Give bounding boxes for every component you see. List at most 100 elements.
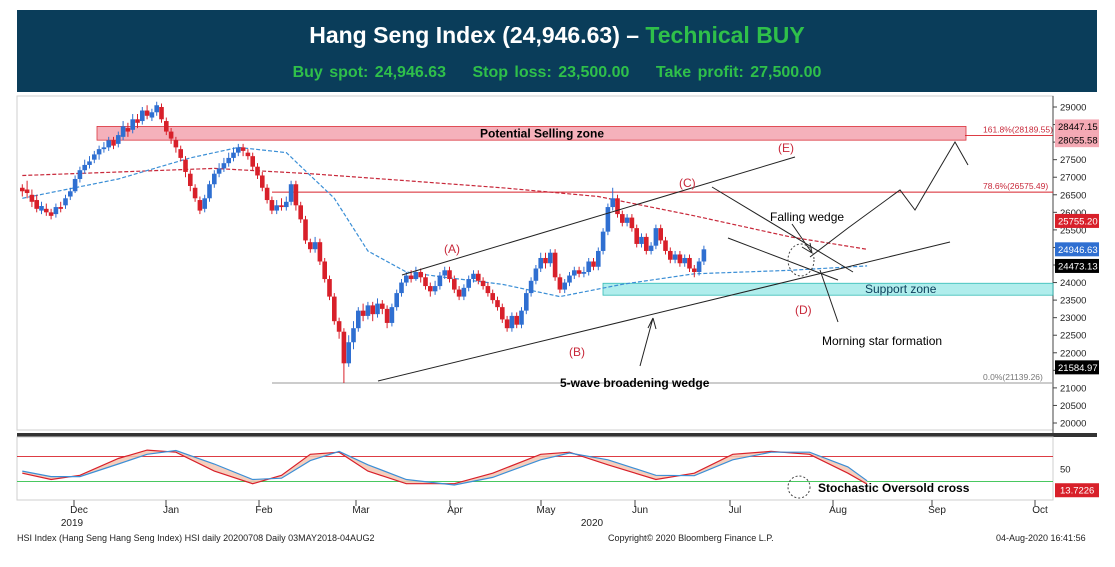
price-label-box [1055,213,1099,228]
candle-body [68,191,73,197]
x-tick-label: Oct [1032,505,1048,516]
trade-levels: Buy spot: 24,946.63 Stop loss: 23,500.00… [17,64,1097,82]
y-tick-label: 24000 [1060,278,1086,289]
candle-body [212,173,217,185]
candle-body [231,152,236,158]
candle-body [629,217,635,229]
candle-body [639,236,644,244]
candle-body [111,140,116,146]
candle-body [63,198,68,206]
candle-body [682,257,687,264]
moving-average-blue [22,146,868,298]
candle-body [480,280,486,287]
candle-body [557,277,563,290]
selling-zone-label: Potential Selling zone [480,126,604,140]
candle-body [485,286,491,294]
candle-body [207,184,212,199]
candle-body [279,205,284,208]
wedge-lower-line [377,241,951,382]
morning-star-arrow [819,269,839,323]
candle-body [120,126,126,137]
candle-body [428,286,433,292]
candle-body [346,342,351,364]
candle-body [202,198,207,209]
candle-body [538,257,543,269]
candle-body [365,305,371,316]
candle-body [322,261,327,280]
y-tick-label: 22500 [1060,331,1086,342]
candle-body [663,240,668,251]
candle-body [605,207,611,232]
candle-body [34,200,39,209]
panel-divider [17,433,1097,437]
price-label-box [1055,258,1099,273]
candle-body [106,140,111,148]
y-tick-label: 21000 [1060,383,1086,394]
candle-body [668,250,673,260]
candle-body [135,119,140,123]
candle-body [519,310,524,325]
candle-body [370,305,375,315]
candle-body [44,208,49,213]
candle-body [576,270,582,274]
wave-label: (D) [795,303,812,317]
candle-body [48,212,54,216]
candle-body [418,272,423,278]
falling-wedge-upper [711,186,854,273]
candle-body [658,228,663,241]
candle-body [466,279,471,288]
candle-body [245,152,251,157]
y-tick-label: 23000 [1060,313,1086,324]
price-panel-frame [16,95,1054,431]
candle-body [648,245,654,251]
candle-body [432,286,438,292]
candle-body [221,163,227,169]
candle-body [341,331,347,364]
candle-body [192,187,198,199]
price-label: 25755.20 [1058,216,1098,227]
candle-body [533,268,539,281]
candle-body [140,110,145,122]
candle-body [274,205,279,211]
candle-body [72,178,78,192]
candle-body [567,275,572,283]
candle-body [572,270,577,276]
candle-body [226,157,231,164]
year-label: 2019 [61,518,84,529]
wedge-upper-line [401,156,796,276]
candle-body [101,147,107,150]
fib-label: 161.8%(28189.55) [983,124,1053,134]
candle-body [692,268,697,273]
fib-label: 0.0%(21139.26) [983,372,1043,382]
stoch-cross-circle [787,475,811,499]
candle-body [24,189,30,194]
footer-copyright: Copyright© 2020 Bloomberg Finance L.P. [608,533,774,543]
candle-body [168,131,174,139]
wave-label: (C) [679,176,696,190]
y-tick-label: 29000 [1060,103,1086,114]
buy-spot-label: Buy spot: 24,946.63 [292,64,446,81]
candle-body [384,308,390,323]
candle-body [360,310,366,316]
price-label-box [1055,242,1099,257]
candle-body [696,261,702,273]
candle-body [250,156,255,167]
candle-body [58,207,63,209]
support-zone [602,282,1054,296]
candle-body [240,147,246,151]
candle-body [130,119,135,130]
candle-body [116,135,121,144]
stoch-k-line [22,449,868,485]
x-tick-label: Jul [729,505,742,516]
candle-body [77,170,83,179]
candle-body [596,250,601,267]
candle-body [284,201,289,208]
candle-body [336,321,342,332]
stoch-annotation: Stochastic Oversold cross [818,481,970,495]
y-tick-label: 26500 [1060,190,1086,201]
x-tick-label: Jun [632,505,648,516]
candle-body [356,310,361,329]
candle-body [293,184,299,206]
annotation-label: Falling wedge [770,210,844,224]
